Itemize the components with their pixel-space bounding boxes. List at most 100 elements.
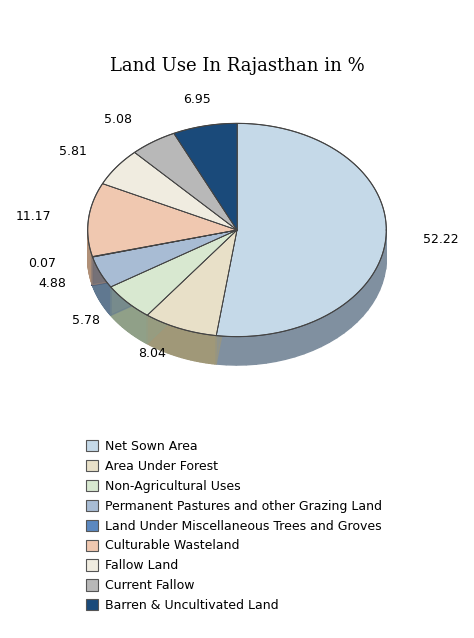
- Polygon shape: [266, 333, 276, 363]
- Polygon shape: [160, 322, 161, 350]
- Polygon shape: [173, 327, 175, 355]
- Polygon shape: [129, 304, 130, 333]
- Polygon shape: [117, 293, 118, 323]
- Polygon shape: [111, 288, 112, 316]
- Polygon shape: [185, 330, 186, 359]
- Polygon shape: [207, 334, 209, 363]
- Polygon shape: [111, 230, 237, 315]
- Polygon shape: [188, 330, 189, 359]
- Polygon shape: [321, 314, 329, 346]
- Polygon shape: [115, 292, 116, 321]
- Polygon shape: [213, 336, 215, 364]
- Polygon shape: [161, 322, 163, 351]
- Polygon shape: [138, 309, 139, 339]
- Polygon shape: [114, 291, 115, 320]
- Text: 4.88: 4.88: [38, 277, 66, 290]
- Polygon shape: [145, 314, 146, 343]
- Polygon shape: [186, 330, 188, 359]
- Polygon shape: [181, 329, 182, 358]
- Polygon shape: [122, 299, 123, 327]
- Polygon shape: [329, 309, 337, 343]
- Polygon shape: [130, 304, 131, 333]
- Polygon shape: [216, 230, 237, 364]
- Polygon shape: [212, 335, 213, 364]
- Polygon shape: [206, 334, 207, 363]
- Polygon shape: [135, 133, 237, 230]
- Text: 5.08: 5.08: [104, 113, 132, 126]
- Polygon shape: [172, 326, 173, 355]
- Polygon shape: [111, 230, 237, 315]
- Polygon shape: [178, 328, 179, 357]
- Polygon shape: [192, 332, 194, 360]
- Polygon shape: [202, 334, 204, 362]
- Polygon shape: [215, 336, 216, 364]
- Polygon shape: [155, 319, 156, 348]
- Polygon shape: [92, 230, 237, 285]
- Polygon shape: [376, 262, 380, 297]
- Polygon shape: [132, 306, 133, 335]
- Polygon shape: [142, 313, 143, 341]
- Legend: Net Sown Area, Area Under Forest, Non-Agricultural Uses, Permanent Pastures and : Net Sown Area, Area Under Forest, Non-Ag…: [86, 440, 382, 612]
- Polygon shape: [91, 254, 92, 283]
- Polygon shape: [182, 329, 183, 358]
- Polygon shape: [195, 332, 197, 361]
- Polygon shape: [120, 297, 121, 325]
- Polygon shape: [210, 335, 212, 364]
- Polygon shape: [131, 306, 132, 334]
- Polygon shape: [216, 123, 386, 337]
- Polygon shape: [112, 289, 113, 318]
- Polygon shape: [108, 284, 109, 313]
- Polygon shape: [116, 293, 117, 322]
- Polygon shape: [380, 255, 382, 290]
- Polygon shape: [189, 331, 191, 360]
- Polygon shape: [191, 331, 192, 360]
- Polygon shape: [147, 230, 237, 344]
- Polygon shape: [174, 123, 237, 230]
- Text: 8.04: 8.04: [138, 346, 166, 360]
- Polygon shape: [170, 325, 171, 354]
- Polygon shape: [118, 295, 119, 323]
- Polygon shape: [102, 152, 237, 230]
- Polygon shape: [144, 313, 145, 342]
- Polygon shape: [133, 306, 134, 336]
- Polygon shape: [285, 329, 295, 359]
- Polygon shape: [200, 333, 201, 362]
- Polygon shape: [201, 334, 202, 362]
- Polygon shape: [109, 285, 110, 315]
- Polygon shape: [197, 332, 198, 361]
- Polygon shape: [154, 318, 155, 348]
- Polygon shape: [276, 331, 285, 362]
- Polygon shape: [136, 309, 137, 338]
- Polygon shape: [209, 335, 210, 364]
- Polygon shape: [168, 325, 170, 353]
- Polygon shape: [147, 230, 237, 344]
- Title: Land Use In Rajasthan in %: Land Use In Rajasthan in %: [109, 57, 365, 75]
- Polygon shape: [385, 234, 386, 269]
- Polygon shape: [123, 299, 124, 328]
- Polygon shape: [198, 333, 200, 362]
- Polygon shape: [141, 312, 142, 341]
- Polygon shape: [147, 230, 237, 336]
- Polygon shape: [137, 309, 138, 338]
- Polygon shape: [351, 293, 357, 328]
- Polygon shape: [312, 318, 321, 350]
- Polygon shape: [295, 325, 304, 357]
- Text: 6.95: 6.95: [182, 93, 210, 107]
- Polygon shape: [139, 311, 140, 340]
- Polygon shape: [179, 329, 181, 357]
- Polygon shape: [167, 324, 168, 353]
- Polygon shape: [171, 325, 172, 355]
- Text: 0.07: 0.07: [28, 257, 56, 270]
- Text: 5.81: 5.81: [59, 145, 86, 158]
- Polygon shape: [140, 311, 141, 340]
- Polygon shape: [357, 288, 363, 322]
- Text: 11.17: 11.17: [16, 211, 51, 223]
- Polygon shape: [147, 315, 148, 345]
- Polygon shape: [88, 184, 237, 256]
- Polygon shape: [135, 308, 136, 337]
- Text: 5.78: 5.78: [72, 314, 100, 327]
- Text: 52.22: 52.22: [423, 233, 459, 246]
- Polygon shape: [344, 299, 351, 333]
- Polygon shape: [159, 321, 160, 350]
- Polygon shape: [148, 316, 150, 345]
